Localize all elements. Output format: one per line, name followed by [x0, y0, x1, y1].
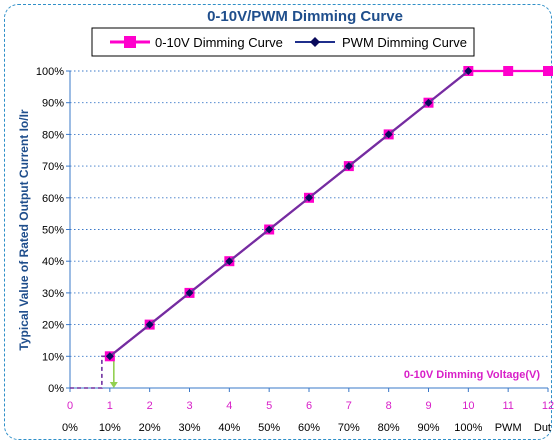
x-pwm-tick-label: Dut: [534, 422, 551, 434]
x-pwm-tick-label: 80%: [378, 422, 400, 434]
chart-title: 0-10V/PWM Dimming Curve: [207, 8, 403, 25]
legend-marker-0-10v: [124, 36, 136, 48]
legend: 0-10V Dimming Curve PWM Dimming Curve: [91, 27, 475, 57]
x-voltage-tick-label: 4: [226, 400, 232, 412]
y-tick-label: 60%: [42, 193, 64, 205]
x-voltage-tick-label: 9: [425, 400, 431, 412]
data-point-pwm: [145, 320, 154, 329]
legend-label-pwm: PWM Dimming Curve: [342, 35, 467, 50]
axes: [66, 70, 549, 392]
legend-label-0-10v: 0-10V Dimming Curve: [155, 35, 283, 50]
data-point-pwm: [344, 162, 353, 171]
x-voltage-tick-label: 11: [502, 400, 513, 412]
y-tick-labels: 0% 10% 20% 30% 40% 50% 60% 70% 80% 90% 100%: [36, 66, 64, 395]
grid: [70, 70, 548, 357]
x-pwm-tick-label: 100%: [454, 422, 482, 434]
chart-frame: [4, 4, 552, 440]
series: [104, 66, 553, 362]
x-pwm-tick-label: 10%: [99, 422, 121, 434]
x-voltage-tick-label: 8: [386, 400, 392, 412]
y-tick-label: 80%: [42, 129, 64, 141]
x-voltage-tick-label: 12: [542, 400, 554, 412]
y-axis-label: Typical Value of Rated Output Current Io…: [17, 109, 31, 350]
hysteresis-arrow-down: [109, 382, 118, 388]
x-voltage-tick-label: 2: [147, 400, 153, 412]
hysteresis-guide-dashed: [70, 355, 110, 389]
y-tick-label: 40%: [42, 256, 64, 268]
data-point-pwm: [424, 98, 433, 107]
data-point-pwm: [464, 67, 473, 75]
x-pwm-tick-label: 70%: [338, 422, 360, 434]
x-voltage-tick-label: 5: [266, 400, 272, 412]
data-point-pwm: [105, 352, 114, 361]
x-pwm-tick-label: 30%: [178, 422, 200, 434]
x-voltage-tick-labels: 0 1 2 3 4 5 6 7 8 9 10 11 12: [67, 400, 554, 412]
x-voltage-tick-label: 3: [186, 400, 192, 412]
x-pwm-tick-label: 0%: [62, 422, 78, 434]
x-voltage-tick-label: 10: [462, 400, 474, 412]
x-pwm-tick-label: 50%: [258, 422, 280, 434]
legend-marker-pwm: [310, 37, 320, 47]
data-point-pwm: [384, 130, 393, 139]
data-point-0-10v: [543, 66, 553, 76]
y-tick-label: 70%: [42, 161, 64, 173]
data-point-pwm: [305, 193, 313, 202]
y-tick-label: 90%: [42, 98, 64, 110]
series-line-pwm: [109, 70, 470, 358]
x-pwm-tick-labels: 0% 10% 20% 30% 40% 50% 60% 70% 80% 90% 100% PWM Dut: [62, 422, 551, 434]
series-line-0-10v: [109, 69, 548, 358]
x-voltage-tick-label: 0: [67, 400, 73, 412]
x-voltage-tick-label: 6: [306, 400, 312, 412]
y-tick-label: 0%: [48, 383, 64, 395]
y-tick-label: 10%: [42, 351, 64, 363]
x-pwm-tick-label: 60%: [298, 422, 320, 434]
data-point-pwm: [185, 288, 194, 297]
data-point-pwm: [225, 257, 234, 266]
data-point-0-10v: [503, 66, 514, 76]
legend-box: [91, 27, 475, 57]
x-pwm-tick-label: 90%: [417, 422, 439, 434]
y-tick-label: 100%: [36, 66, 64, 78]
y-tick-label: 20%: [42, 320, 64, 332]
x-voltage-tick-label: 1: [107, 400, 113, 412]
data-point-pwm: [265, 225, 274, 234]
x-pwm-tick-label: 40%: [218, 422, 240, 434]
x-axis-annotation: 0-10V Dimming Voltage(V): [404, 369, 540, 381]
x-pwm-tick-label: 20%: [139, 422, 161, 434]
x-voltage-tick-label: 7: [346, 400, 352, 412]
x-pwm-tick-label: PWM: [495, 422, 522, 434]
y-tick-label: 30%: [42, 288, 64, 300]
y-tick-label: 50%: [42, 225, 64, 237]
